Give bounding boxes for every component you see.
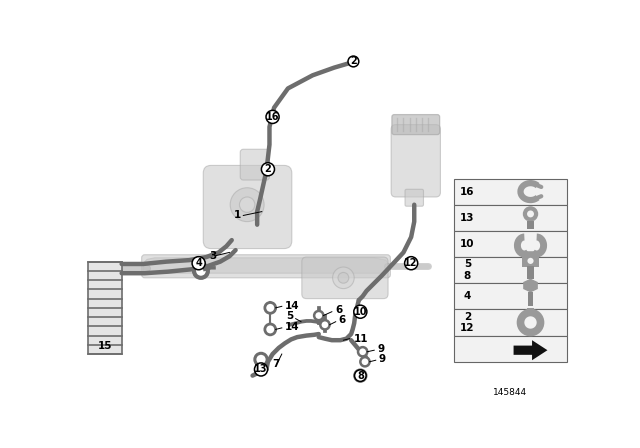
Circle shape: [255, 353, 267, 366]
Text: 145844: 145844: [493, 388, 527, 397]
Text: 14: 14: [285, 322, 300, 332]
FancyBboxPatch shape: [141, 255, 390, 278]
Polygon shape: [513, 340, 547, 360]
Circle shape: [261, 163, 275, 176]
Text: 10: 10: [460, 239, 475, 249]
Circle shape: [360, 357, 369, 366]
Circle shape: [354, 305, 367, 318]
FancyBboxPatch shape: [454, 310, 568, 336]
FancyBboxPatch shape: [454, 283, 568, 310]
Circle shape: [265, 324, 276, 335]
FancyBboxPatch shape: [392, 115, 440, 134]
Circle shape: [523, 206, 538, 222]
Text: 3: 3: [209, 250, 216, 260]
Text: 6: 6: [336, 305, 343, 315]
Text: 4: 4: [464, 291, 471, 302]
Circle shape: [314, 311, 323, 320]
FancyBboxPatch shape: [454, 178, 568, 205]
Text: 13: 13: [460, 213, 475, 223]
Circle shape: [320, 320, 330, 329]
Circle shape: [333, 267, 354, 289]
FancyBboxPatch shape: [454, 205, 568, 231]
Text: 7: 7: [273, 359, 280, 369]
Polygon shape: [143, 258, 390, 273]
Circle shape: [255, 363, 268, 376]
Circle shape: [194, 264, 208, 278]
Circle shape: [266, 110, 279, 124]
FancyBboxPatch shape: [528, 293, 533, 306]
Circle shape: [348, 56, 359, 67]
Polygon shape: [523, 279, 538, 293]
FancyBboxPatch shape: [527, 308, 534, 314]
Circle shape: [404, 257, 418, 270]
Circle shape: [527, 258, 534, 264]
Text: 12: 12: [404, 258, 418, 268]
FancyBboxPatch shape: [454, 257, 568, 283]
Text: 1: 1: [234, 211, 241, 220]
FancyBboxPatch shape: [204, 165, 292, 249]
Text: 16: 16: [266, 112, 279, 122]
Circle shape: [239, 197, 255, 212]
Circle shape: [338, 272, 349, 283]
Text: 4: 4: [195, 258, 202, 268]
Text: 9: 9: [378, 345, 385, 354]
FancyBboxPatch shape: [405, 189, 424, 206]
Text: 16: 16: [460, 186, 475, 197]
Circle shape: [230, 188, 264, 222]
Circle shape: [358, 347, 367, 356]
Circle shape: [265, 302, 276, 313]
Circle shape: [527, 211, 534, 217]
Text: 14: 14: [285, 301, 300, 310]
FancyBboxPatch shape: [391, 125, 440, 197]
Text: 9: 9: [379, 354, 386, 365]
FancyBboxPatch shape: [527, 221, 534, 229]
Circle shape: [192, 257, 205, 270]
FancyBboxPatch shape: [454, 231, 568, 257]
Circle shape: [355, 370, 366, 381]
Text: 5
8: 5 8: [464, 259, 471, 281]
Text: 6: 6: [338, 315, 345, 325]
Circle shape: [355, 370, 366, 381]
Text: 2: 2: [350, 56, 356, 66]
Text: 15: 15: [97, 341, 112, 351]
FancyBboxPatch shape: [302, 257, 388, 299]
FancyBboxPatch shape: [522, 256, 539, 267]
Text: 11: 11: [353, 334, 368, 344]
Text: 2
12: 2 12: [460, 312, 475, 333]
FancyBboxPatch shape: [527, 266, 534, 280]
FancyBboxPatch shape: [240, 149, 269, 180]
Text: 13: 13: [254, 365, 268, 375]
Text: 5: 5: [287, 311, 294, 321]
Text: 10: 10: [353, 307, 367, 317]
FancyBboxPatch shape: [454, 336, 568, 362]
Text: 8: 8: [357, 370, 364, 381]
FancyBboxPatch shape: [88, 262, 122, 354]
Text: 2: 2: [264, 164, 271, 174]
